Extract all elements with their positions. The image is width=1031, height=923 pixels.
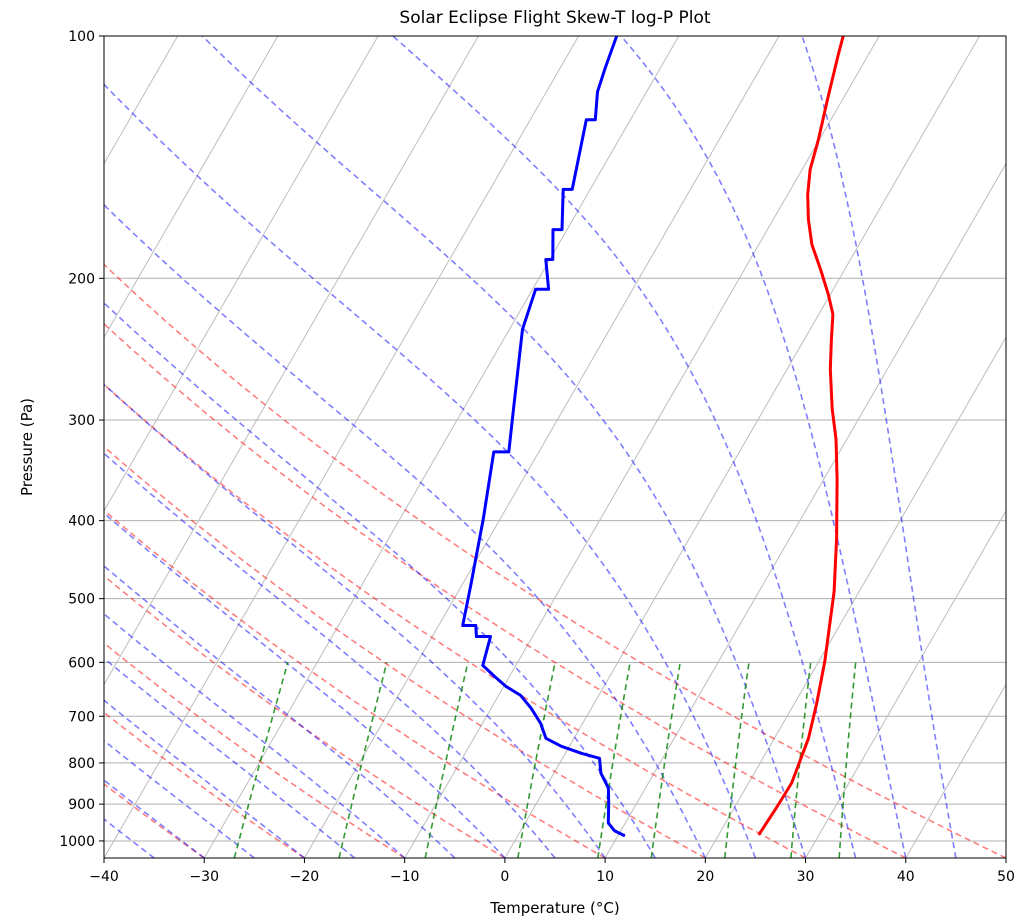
x-tick-label: −20 <box>290 869 320 885</box>
y-tick-label: 900 <box>68 797 95 813</box>
moist-adiabat-line <box>0 36 4 858</box>
y-tick-label: 100 <box>68 29 95 45</box>
dewpoint-line <box>461 36 626 838</box>
moist-adiabat-line <box>104 564 456 858</box>
moist-adiabat-line <box>104 699 305 858</box>
x-axis-label: Temperature (°C) <box>489 899 619 917</box>
dry-adiabat-line <box>104 383 806 858</box>
dry-adiabat-line <box>104 263 1006 858</box>
isotherm-line <box>104 36 379 512</box>
mixing-ratio-line <box>838 662 857 858</box>
mixing-ratio-line <box>517 662 556 858</box>
isotherm-line <box>604 162 1006 858</box>
isotherm-line <box>704 336 1006 858</box>
dry-adiabat-line <box>104 445 706 858</box>
x-tick-label: 10 <box>596 869 614 885</box>
dry-adiabat-line <box>104 711 305 858</box>
isotherm-line <box>805 509 1006 858</box>
dry-adiabat-line <box>104 574 506 858</box>
y-tick-label: 700 <box>68 709 95 725</box>
moist-adiabat-line <box>104 301 656 858</box>
x-tick-label: 20 <box>696 869 714 885</box>
moist-adiabat-line <box>620 36 907 858</box>
isotherm-line <box>303 36 780 858</box>
dry-adiabat-line <box>0 36 4 858</box>
x-tick-label: 40 <box>897 869 915 885</box>
isotherm-line <box>1005 857 1006 858</box>
x-tick-label: 30 <box>797 869 815 885</box>
mixing-ratio-line <box>724 662 750 858</box>
isotherm-line <box>404 36 880 858</box>
x-tick-label: −30 <box>189 869 219 885</box>
y-tick-label: 1000 <box>59 834 95 850</box>
y-tick-label: 300 <box>68 413 95 429</box>
mixing-ratio-line <box>233 662 289 858</box>
y-tick-label: 400 <box>68 514 95 530</box>
x-tick-label: −10 <box>390 869 420 885</box>
x-tick-label: 50 <box>997 869 1015 885</box>
y-tick-label: 800 <box>68 756 95 772</box>
isotherm-line <box>104 36 580 858</box>
moist-adiabat-line <box>104 856 105 858</box>
moist-adiabat-line <box>104 657 356 858</box>
moist-adiabat-line <box>392 36 857 858</box>
moist-adiabat-line <box>104 83 757 858</box>
plot-area <box>0 36 1006 858</box>
isotherm-line <box>905 683 1006 858</box>
mixing-ratio-line <box>597 662 631 858</box>
x-tick-label: −40 <box>89 869 119 885</box>
moist-adiabat-line <box>801 36 957 858</box>
dry-adiabat-line <box>104 509 606 858</box>
moist-adiabat-line <box>104 612 406 858</box>
chart-title: Solar Eclipse Flight Skew-T log-P Plot <box>399 8 710 28</box>
data-lines <box>461 36 845 838</box>
y-tick-label: 200 <box>68 271 95 287</box>
isotherm-line <box>104 36 279 339</box>
isotherm-line <box>0 36 78 858</box>
dry-adiabat-line <box>104 642 406 858</box>
mixing-ratio-line <box>790 662 812 858</box>
moist-adiabat-line <box>104 203 707 858</box>
dry-adiabat-line <box>104 322 907 858</box>
moist-adiabat-line <box>104 779 205 858</box>
dry-adiabat-line <box>104 856 105 858</box>
mixing-ratio-line <box>650 662 681 858</box>
mixing-ratio-line <box>338 662 388 858</box>
moist-adiabat-line <box>201 36 807 858</box>
moist-adiabat-line <box>104 383 606 858</box>
y-tick-label: 500 <box>68 592 95 608</box>
temperature-line <box>757 36 845 836</box>
y-tick-label: 600 <box>68 655 95 671</box>
moist-adiabat-line <box>104 739 255 858</box>
moist-adiabat-line <box>104 452 556 858</box>
plot-frame <box>103 35 1007 859</box>
isotherm-line <box>504 36 980 858</box>
y-axis-label: Pressure (Pa) <box>18 398 36 496</box>
isotherm-line <box>104 36 479 686</box>
moist-adiabat-line <box>104 512 506 858</box>
isotherm-line <box>203 36 680 858</box>
x-tick-label: 0 <box>500 869 509 885</box>
